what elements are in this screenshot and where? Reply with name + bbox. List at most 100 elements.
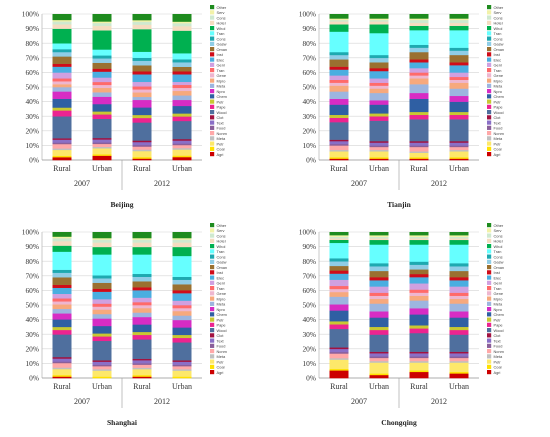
bar-segment — [409, 300, 429, 309]
bar-segment — [52, 334, 72, 358]
bar-segment — [369, 329, 389, 335]
legend-swatch — [210, 15, 215, 20]
legend-label: Hotel — [494, 239, 503, 244]
bar-segment — [132, 21, 152, 25]
legend-label: Nonm — [217, 131, 227, 136]
bar-segment — [449, 360, 469, 363]
bar-segment — [409, 273, 429, 278]
bar-segment — [329, 141, 349, 145]
bar-segment — [172, 116, 192, 122]
bar-segment — [329, 279, 349, 287]
x-tick-label: Urban — [92, 164, 112, 173]
legend-label: Serv — [217, 228, 225, 233]
legend: OtherServConsHotelWholTranConsGaswOmanIn… — [487, 223, 504, 375]
legend-swatch — [210, 322, 215, 327]
bar-segment — [449, 157, 469, 159]
bar-segment — [52, 66, 72, 73]
bar-segment — [329, 261, 349, 267]
bar-segment — [132, 71, 152, 75]
bar-segment — [449, 151, 469, 158]
bar-segment — [132, 89, 152, 93]
legend-label: Tran — [494, 68, 502, 73]
bar-segment — [52, 238, 72, 242]
bar-segment — [449, 111, 469, 116]
y-tick-label: 70% — [302, 53, 316, 62]
bar-segment — [52, 362, 72, 368]
bar-segment — [52, 116, 72, 139]
bar-segment — [409, 78, 429, 85]
y-tick-label: 50% — [25, 301, 39, 310]
bar-segment — [132, 117, 152, 123]
bar-segment — [92, 309, 112, 315]
bar-segment — [409, 269, 429, 275]
legend-label: Meta — [217, 136, 226, 141]
bar-segment — [172, 242, 192, 248]
legend-label: Agri — [217, 370, 224, 375]
bar-segment — [172, 293, 192, 301]
bar-segment — [92, 232, 112, 239]
bar-segment — [329, 324, 349, 330]
legend-label: Gene — [494, 73, 504, 78]
bar-segment — [92, 237, 112, 240]
legend-swatch — [487, 68, 492, 73]
bar-segment — [369, 145, 389, 148]
bar-segment — [329, 145, 349, 151]
bar-segment — [172, 138, 192, 141]
legend-swatch — [210, 78, 215, 83]
legend-swatch — [487, 83, 492, 88]
legend-swatch — [487, 47, 492, 52]
y-tick-label: 30% — [25, 112, 39, 121]
legend-label: Chem — [217, 94, 227, 99]
y-tick-label: 20% — [25, 126, 39, 135]
legend-label: Tran — [494, 31, 502, 36]
legend-swatch — [210, 280, 215, 285]
bar-segment — [329, 288, 349, 293]
legend-label: Petr — [494, 141, 502, 146]
bar-segment — [369, 32, 389, 56]
bar-segment — [369, 303, 389, 312]
legend-swatch — [210, 328, 215, 333]
x-tick-label: Rural — [133, 382, 152, 391]
bar-segment — [369, 270, 389, 278]
legend-label: Chem — [217, 312, 227, 317]
bar-segment — [329, 143, 349, 146]
legend-label: Oman — [217, 47, 228, 52]
bar-segment — [409, 47, 429, 53]
bar-segment — [52, 319, 72, 328]
bar-segment — [369, 236, 389, 239]
y-tick-label: 30% — [25, 330, 39, 339]
legend-label: Other — [494, 5, 504, 10]
bar-segment — [409, 261, 429, 265]
legend-label: Petr — [494, 317, 502, 322]
bar-segment — [449, 142, 469, 146]
legend-swatch — [210, 296, 215, 301]
bar-segment — [409, 141, 429, 143]
bar-segment — [329, 79, 349, 83]
legend-label: Mpro — [217, 78, 226, 83]
bar-segment — [132, 29, 152, 52]
legend-label: Hotel — [217, 21, 226, 26]
x-tick-label: Rural — [330, 164, 349, 173]
bar-segment — [172, 90, 192, 96]
bar-segment — [132, 149, 152, 152]
legend-swatch — [487, 354, 492, 359]
bar-segment — [52, 148, 72, 151]
legend-swatch — [210, 349, 215, 354]
bar-segment — [172, 95, 192, 101]
bar-segment — [52, 358, 72, 362]
y-tick-label: 50% — [302, 83, 316, 92]
legend-label: Meta — [217, 84, 226, 89]
bar-segment — [329, 98, 349, 105]
bar-segment — [132, 276, 152, 282]
bar-segment — [369, 54, 389, 59]
legend-swatch — [487, 322, 492, 327]
bar-segment — [172, 143, 192, 146]
bar-segment — [369, 78, 389, 83]
bar-segment — [92, 49, 112, 56]
legend-label: Coal — [494, 365, 502, 370]
y-tick-label: 60% — [25, 286, 39, 295]
legend-swatch — [487, 286, 492, 291]
bar-segment — [52, 107, 72, 111]
bar-segment — [52, 269, 72, 273]
legend-label: Npro — [217, 89, 225, 94]
